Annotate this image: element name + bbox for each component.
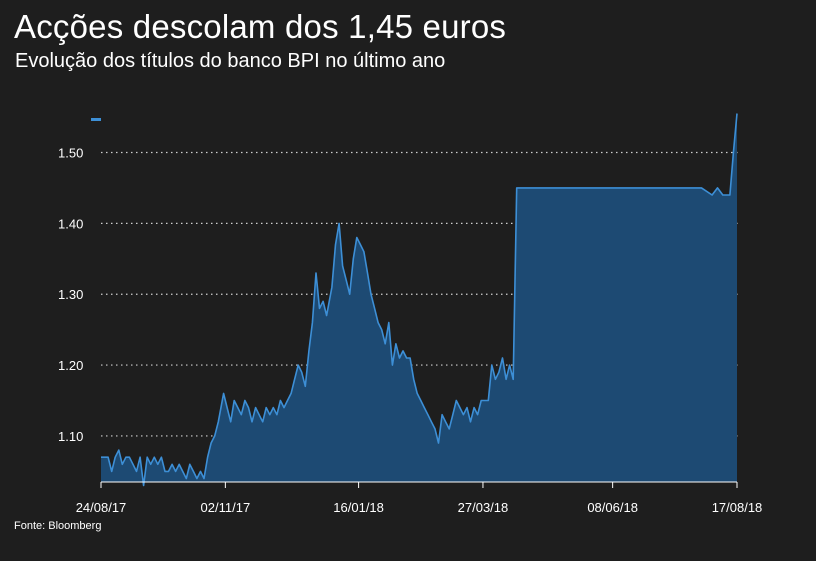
x-tick-label: 08/06/18 [587, 500, 638, 515]
series-area-group [101, 113, 737, 486]
y-tick-labels: 1.10 1.20 1.30 1.40 1.50 [58, 146, 83, 444]
x-tick-label: 27/03/18 [458, 500, 509, 515]
series-area [101, 113, 737, 486]
y-tick-label: 1.40 [58, 216, 83, 231]
y-tick-label: 1.50 [58, 146, 83, 161]
y-tick-label: 1.30 [58, 287, 83, 302]
series-line-group [101, 113, 738, 487]
x-tick-label: 16/01/18 [333, 500, 384, 515]
source-note: Fonte: Bloomberg [14, 520, 102, 532]
x-tick-label: 02/11/17 [201, 500, 251, 515]
series-line [101, 113, 738, 487]
chart-title: Acções descolam dos 1,45 euros [14, 8, 507, 45]
legend-swatch [91, 118, 101, 121]
y-tick-label: 1.20 [58, 358, 83, 373]
grid-lines [101, 151, 739, 437]
x-axis [91, 118, 738, 488]
y-tick-label: 1.10 [58, 429, 83, 444]
chart-subtitle: Evolução dos títulos do banco BPI no últ… [15, 50, 446, 72]
x-tick-labels: 24/08/17 02/11/17 16/01/18 27/03/18 08/06/18… [76, 500, 763, 515]
x-tick-label: 24/08/17 [76, 500, 127, 515]
x-tick-label: 17/08/18 [712, 500, 763, 515]
